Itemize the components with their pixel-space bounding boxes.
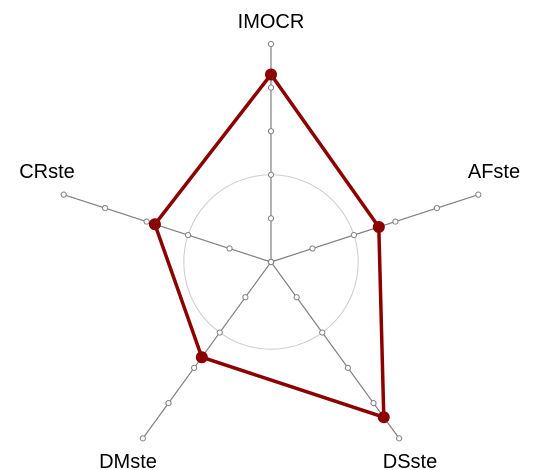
axis-tick-crste-1: [226, 245, 233, 252]
axis-tick-imocr-5: [267, 40, 275, 48]
axis-tick-dsste-2: [319, 329, 326, 336]
axis-tick-afste-5: [475, 191, 482, 198]
axis-tick-afste-4: [433, 205, 440, 212]
axis-label-dsste: DSste: [383, 451, 437, 470]
axis-tick-afste-3: [392, 218, 399, 225]
axis-tick-dsste-1: [293, 294, 300, 301]
axis-tick-dsste-3: [344, 364, 351, 371]
axis-tick-crste-0: [267, 258, 275, 266]
axis-label-dmste: DMste: [99, 451, 157, 470]
series-point-dmste: [195, 351, 208, 364]
axis-line-dmste: [142, 261, 272, 439]
axis-line-crste: [63, 194, 272, 263]
axis-tick-afste-2: [350, 231, 358, 239]
series-layer: [148, 68, 390, 424]
axis-label-layer: IMOCR AFste DSste DMste CRste: [19, 11, 520, 470]
axis-tick-imocr-2: [267, 171, 275, 178]
axis-tick-crste-4: [102, 205, 109, 212]
axis-tick-imocr-1: [267, 215, 275, 222]
series-point-crste: [148, 218, 161, 231]
axis-tick-dmste-4: [165, 399, 172, 407]
axis-tick-dsste-4: [370, 399, 377, 407]
axis-tick-dmste-1: [242, 294, 249, 301]
axis-tick-afste-1: [309, 245, 316, 252]
axis-label-crste: CRste: [19, 161, 75, 183]
axis-tick-dsste-5: [396, 435, 403, 442]
axis-label-imocr: IMOCR: [238, 11, 305, 33]
axis-tick-dmste-3: [191, 364, 198, 371]
series-polygon-0: [153, 72, 386, 419]
axis-tick-imocr-4: [267, 84, 275, 91]
axis-tick-crste-3: [143, 218, 150, 225]
series-point-imocr: [265, 68, 277, 81]
axis-line-dsste: [270, 261, 400, 439]
axis-tick-crste-2: [184, 231, 192, 239]
axis-tick-dmste-2: [216, 329, 223, 336]
axis-tick-crste-5: [60, 191, 67, 198]
axis-tick-dmste-5: [139, 435, 146, 442]
axis-label-afste: AFste: [468, 161, 520, 183]
series-point-dsste: [377, 411, 390, 424]
series-point-afste: [372, 220, 385, 233]
axis-tick-imocr-3: [267, 128, 275, 135]
